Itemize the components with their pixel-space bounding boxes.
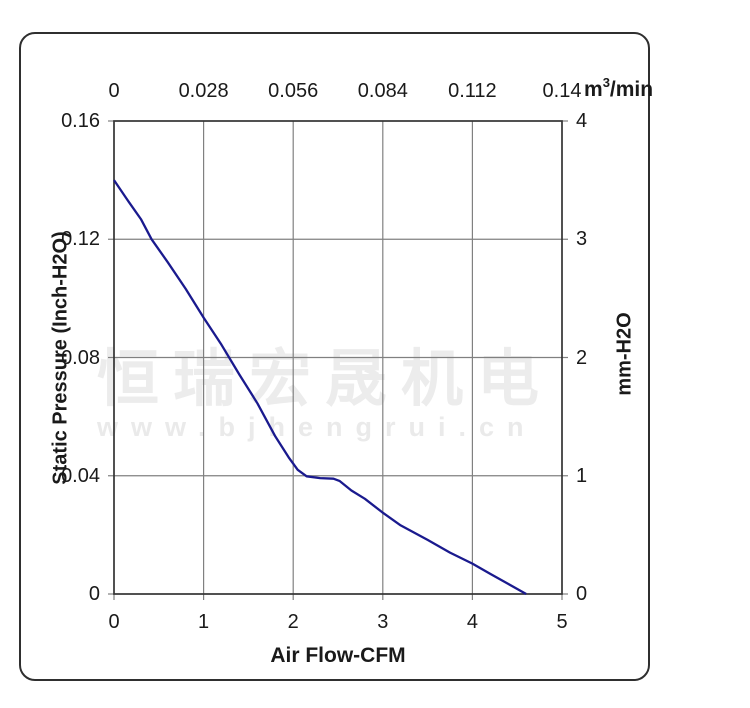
top-axis-unit-label: m3/min xyxy=(584,75,654,101)
bottom-tick-label-1: 1 xyxy=(198,611,210,633)
right-y-axis-title: mm-H2O xyxy=(613,312,636,396)
top-tick-label-0.084: 0.084 xyxy=(357,80,408,102)
x-axis-title: Air Flow-CFM xyxy=(270,644,406,667)
left-tick-label-0: 0 xyxy=(88,583,100,605)
bottom-tick-label-2: 2 xyxy=(287,611,299,633)
left-tick-label-0.12: 0.12 xyxy=(61,228,100,251)
left-y-axis-title: Static Pressure (Inch-H2O) xyxy=(49,231,72,485)
superscript-3: 3 xyxy=(602,75,610,90)
bottom-tick-label-3: 3 xyxy=(377,611,389,633)
top-tick-label-0.028: 0.028 xyxy=(178,80,229,102)
right-tick-label-0: 0 xyxy=(576,583,588,605)
right-tick-label-1: 1 xyxy=(576,464,588,487)
top-tick-label-0.112: 0.112 xyxy=(448,80,497,102)
right-tick-label-4: 4 xyxy=(576,110,588,132)
left-tick-label-0.04: 0.04 xyxy=(61,464,100,487)
chart-rounded-frame xyxy=(19,32,650,681)
bottom-tick-label-4: 4 xyxy=(466,611,478,633)
watermark-chinese: 恒瑞宏晟机电 xyxy=(97,345,554,414)
top-tick-label-0.14: 0.14 xyxy=(542,80,582,102)
top-tick-label-0: 0 xyxy=(108,80,120,102)
right-tick-label-2: 2 xyxy=(576,346,588,369)
left-tick-label-0.16: 0.16 xyxy=(61,110,100,132)
bottom-tick-label-5: 5 xyxy=(556,611,568,633)
bottom-tick-label-0: 0 xyxy=(108,611,120,633)
top-tick-label-0.056: 0.056 xyxy=(268,80,319,102)
watermark-url: www.bjhengrui.cn xyxy=(97,412,537,442)
static-pressure-vs-airflow-curve xyxy=(113,179,527,596)
plot-border xyxy=(113,120,563,595)
left-tick-label-0.08: 0.08 xyxy=(61,346,100,369)
right-tick-label-3: 3 xyxy=(576,228,588,251)
